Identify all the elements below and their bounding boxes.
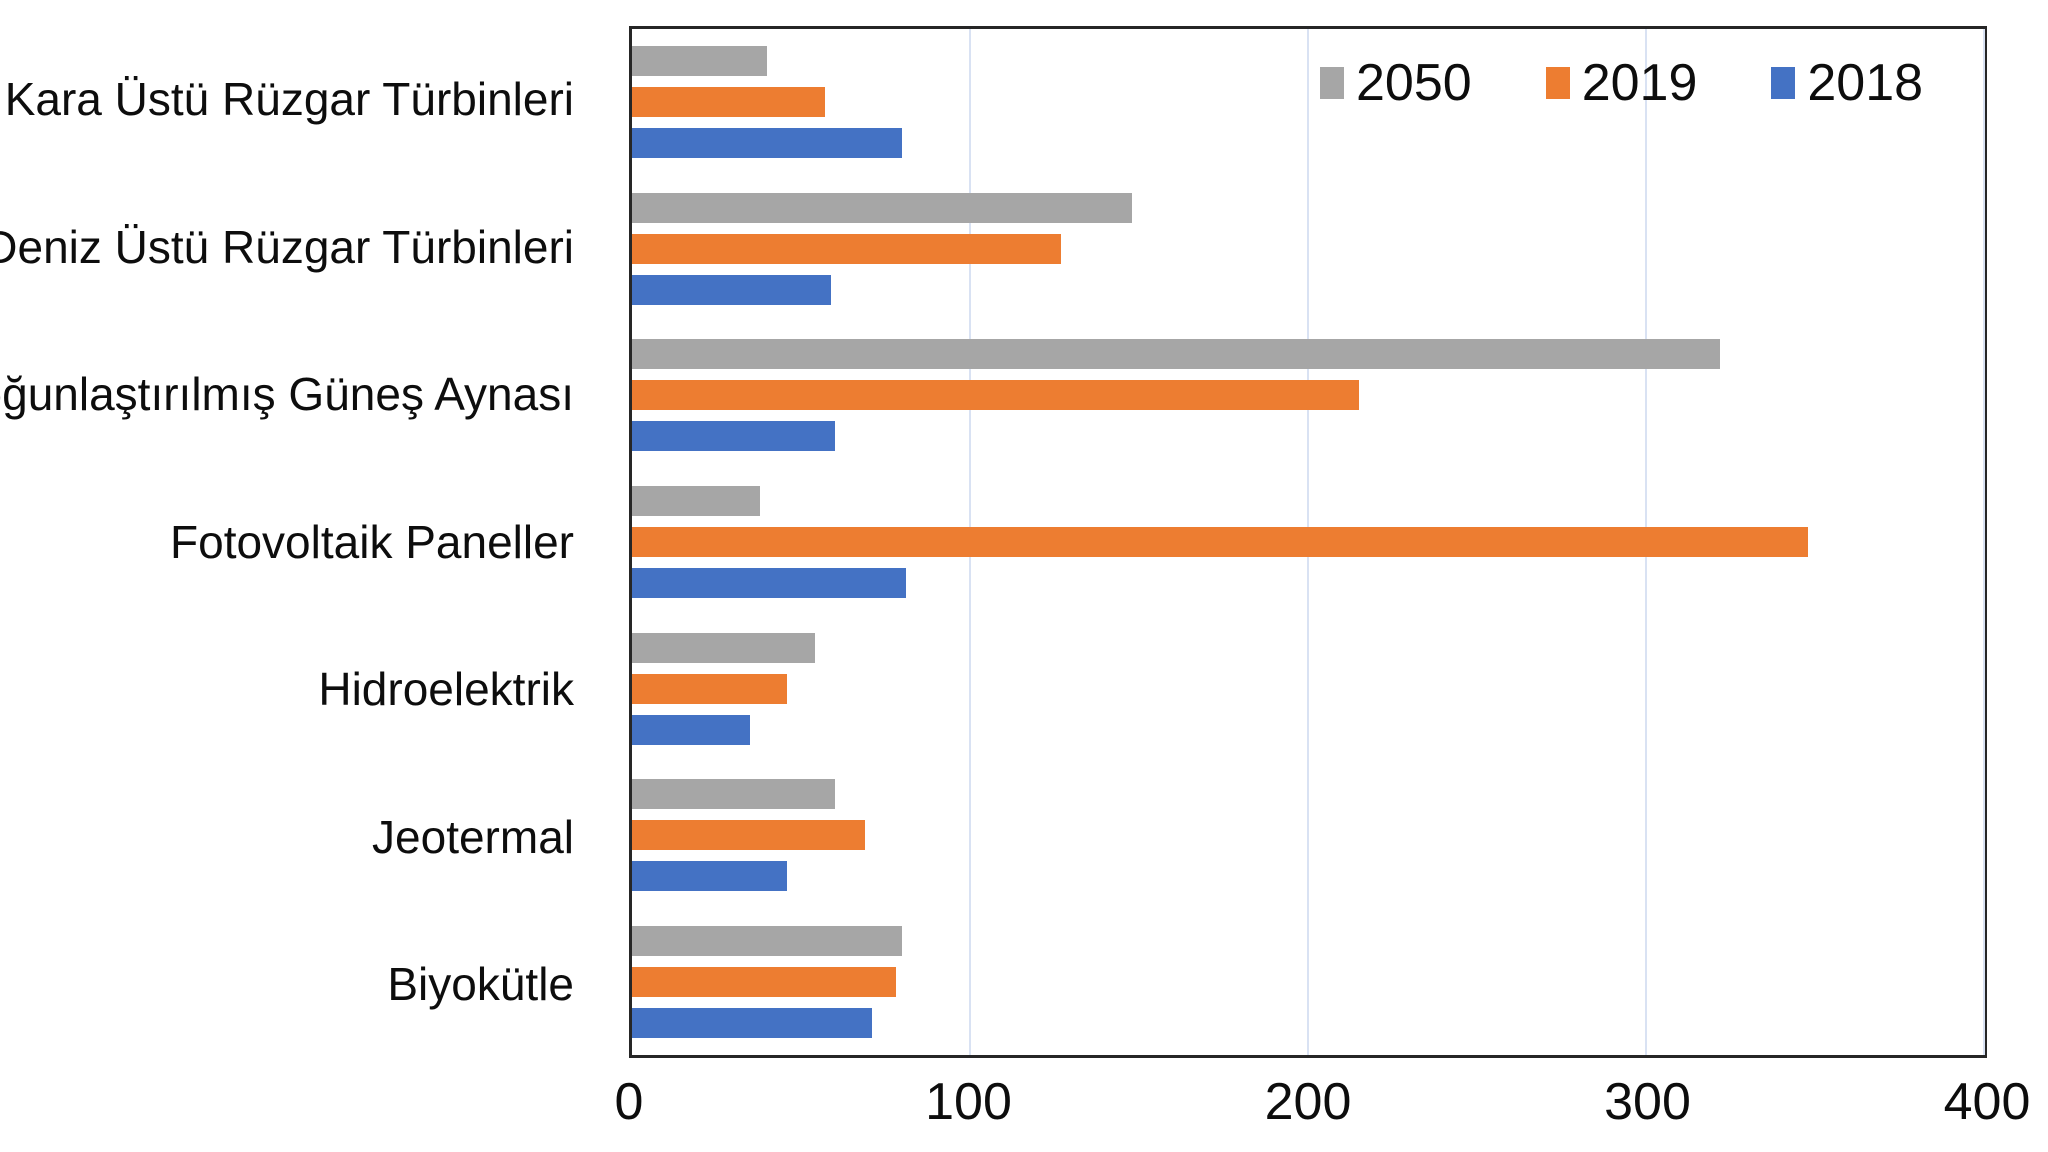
bar-2018 xyxy=(632,1007,872,1038)
x-tick-label: 0 xyxy=(614,1073,644,1131)
bar-rows xyxy=(632,29,1984,1055)
category-label: Hidroelektrik xyxy=(318,663,574,716)
bar-2019 xyxy=(632,966,896,997)
legend-swatch-icon xyxy=(1320,67,1344,99)
category-label: Deniz Üstü Rüzgar Türbinleri xyxy=(0,220,574,273)
bar-group xyxy=(632,908,1984,1055)
category-label: Yoğunlaştırılmış Güneş Aynası xyxy=(0,368,574,421)
plot-area: 2050 2019 2018 xyxy=(629,26,1987,1058)
bar-2050 xyxy=(632,779,835,810)
category-label: Kara Üstü Rüzgar Türbinleri xyxy=(4,73,574,126)
bar-2050 xyxy=(632,192,1133,223)
legend-swatch-icon xyxy=(1545,67,1570,99)
bar-group xyxy=(632,615,1984,762)
bar-group xyxy=(632,29,1984,176)
bar-2018 xyxy=(632,421,835,452)
legend-item-2019: 2019 xyxy=(1545,54,1698,112)
legend-label: 2019 xyxy=(1581,54,1698,112)
bar-2019 xyxy=(632,673,788,704)
bar-2018 xyxy=(632,568,906,599)
bar-group xyxy=(632,176,1984,323)
bar-2018 xyxy=(632,128,903,159)
legend-label: 2018 xyxy=(1807,54,1924,112)
category-label: Biyokütle xyxy=(387,957,574,1010)
x-tick-label: 300 xyxy=(1604,1073,1691,1131)
legend-item-2050: 2050 xyxy=(1320,57,1472,109)
legend-label: 2050 xyxy=(1356,54,1472,112)
bar-2050 xyxy=(632,925,903,956)
bar-2018 xyxy=(632,714,751,745)
x-tick-label: 100 xyxy=(925,1073,1012,1131)
bar-2018 xyxy=(632,274,832,305)
x-axis-ticks: 0 100 200 300 400 xyxy=(615,1072,2031,1142)
x-tick-label: 200 xyxy=(1264,1073,1352,1131)
bar-2019 xyxy=(632,820,866,851)
legend-swatch-icon xyxy=(1771,67,1796,99)
bar-2019 xyxy=(632,380,1359,411)
bar-group xyxy=(632,322,1984,469)
bar-group xyxy=(632,469,1984,616)
bar-2019 xyxy=(632,233,1062,264)
bar-2050 xyxy=(632,486,761,517)
category-axis-labels: Kara Üstü Rüzgar Türbinleri Deniz Üstü Rü… xyxy=(0,26,600,1058)
category-label: Fotovoltaik Paneller xyxy=(170,515,574,568)
bar-2050 xyxy=(632,339,1721,370)
gridline-400 xyxy=(1983,29,1985,1055)
bar-group xyxy=(632,762,1984,909)
legend-item-2018: 2018 xyxy=(1771,57,1923,109)
bar-2019 xyxy=(632,527,1809,558)
category-label: Jeotermal xyxy=(372,810,574,863)
legend: 2050 2019 2018 xyxy=(1320,57,1923,109)
bar-2050 xyxy=(632,46,768,77)
bar-2050 xyxy=(632,632,815,663)
bar-2018 xyxy=(632,861,788,892)
bar-2019 xyxy=(632,87,825,118)
x-tick-label: 400 xyxy=(1943,1073,2031,1131)
